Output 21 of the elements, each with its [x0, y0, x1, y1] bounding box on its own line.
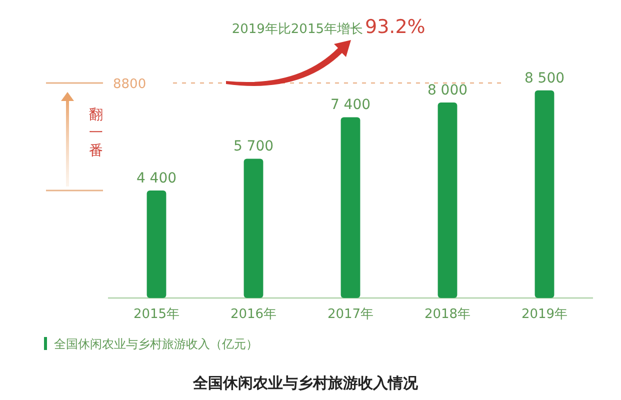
legend-label: 全国休闲农业与乡村旅游收入（亿元） — [54, 337, 258, 351]
x-tick-label: 2018年 — [424, 307, 471, 322]
text: 93.2% — [365, 16, 426, 38]
text: 全国休闲农业与乡村旅游收入情况 — [192, 374, 419, 392]
data-label: 8 000 — [427, 82, 468, 99]
x-tick-label: 2015年 — [133, 307, 180, 322]
bar — [438, 102, 458, 298]
x-tick-label: 2017年 — [327, 307, 374, 322]
x-tick-label: 2016年 — [230, 307, 277, 322]
x-tick-label: 2019年 — [521, 307, 568, 322]
bar — [340, 117, 360, 298]
data-label: 8 500 — [524, 70, 565, 86]
text: 翻一番 — [89, 106, 103, 159]
bar — [146, 190, 166, 298]
text: 2019年比2015年增长 — [232, 22, 363, 37]
bar — [534, 90, 554, 298]
ref-line-label: 8800 — [113, 77, 146, 92]
data-label: 7 400 — [330, 97, 371, 114]
data-label: 5 700 — [233, 138, 274, 155]
data-label: 4 400 — [136, 170, 177, 186]
bar — [244, 158, 264, 298]
